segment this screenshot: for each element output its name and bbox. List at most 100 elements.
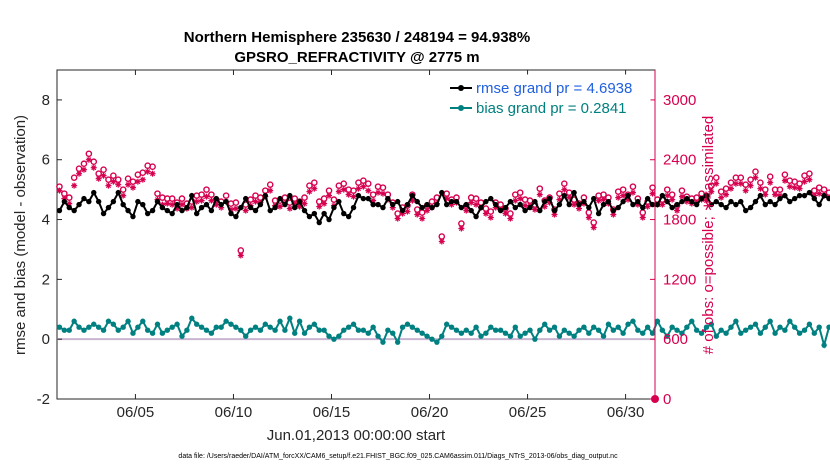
asterisk-stroke (233, 206, 239, 212)
bias-point (669, 324, 675, 330)
bias-point (443, 321, 450, 327)
obs-possible-point (124, 175, 132, 182)
bias-point (635, 327, 641, 333)
bias-point (600, 333, 607, 339)
bias-point (164, 327, 170, 333)
obs-assimilated-point (517, 195, 524, 202)
rmse-point (233, 213, 239, 220)
rmse-point (586, 204, 592, 211)
rmse-point (752, 198, 759, 205)
bias-point (243, 333, 249, 339)
bias-point (311, 321, 318, 327)
obs-assimilated-point (277, 203, 284, 210)
bias-point (233, 324, 239, 330)
asterisk-stroke (664, 193, 670, 199)
obs-assimilated-point (85, 156, 92, 163)
bias-point (723, 330, 729, 336)
bias-point (576, 327, 582, 333)
bias-point (174, 321, 180, 327)
rmse-point (292, 204, 298, 211)
obs-assimilated-point (129, 184, 136, 191)
obs-possible-point (232, 199, 240, 206)
bias-point (728, 324, 734, 330)
asterisk-stroke (566, 195, 572, 201)
bias-point (110, 321, 117, 327)
rmse-point (782, 192, 788, 199)
obs-assimilated-point (786, 183, 793, 190)
asterisk-stroke (762, 192, 768, 198)
bias-point (507, 333, 514, 339)
obs-possible-point (222, 192, 230, 199)
bias-point (581, 324, 587, 330)
x-tick-label: 06/15 (313, 404, 351, 421)
asterisk-stroke (169, 202, 175, 208)
rmse-point (370, 201, 376, 208)
y-left-tick-label: 2 (42, 271, 50, 288)
obs-possible-point (350, 187, 357, 194)
rmse-point (375, 201, 381, 208)
rmse-point (91, 189, 97, 196)
bias-point (385, 327, 391, 333)
rmse-point (600, 201, 607, 208)
x-tick-label: 06/30 (607, 404, 645, 421)
asterisk-stroke (782, 178, 788, 184)
asterisk-stroke (81, 167, 87, 173)
bias-point (345, 324, 352, 330)
asterisk-stroke (473, 202, 479, 208)
asterisk-stroke (787, 184, 793, 190)
obs-possible-point (776, 186, 784, 193)
bias-point (733, 318, 739, 324)
bias-point (762, 324, 768, 330)
bias-point (811, 330, 818, 336)
obs-assimilated-point (139, 176, 146, 183)
bias-point (767, 318, 773, 324)
rmse-point (360, 195, 367, 202)
asterisk-stroke (326, 193, 332, 199)
bias-point (321, 327, 327, 333)
rmse-point (429, 204, 435, 211)
rmse-point (777, 195, 783, 202)
bias-point (154, 321, 161, 327)
obs-assimilated-point (737, 180, 744, 187)
obs-assimilated-point (507, 215, 514, 222)
asterisk-stroke (669, 197, 675, 203)
asterisk-stroke (150, 171, 156, 177)
bias-point (738, 330, 744, 336)
bias-point (365, 330, 371, 336)
asterisk-stroke (56, 188, 62, 194)
obs-assimilated-point (600, 196, 607, 203)
obs-possible-point (364, 180, 372, 187)
y-left-tick-label: -2 (37, 391, 50, 408)
obs-possible-point (766, 173, 774, 180)
obs-possible-point (781, 171, 789, 178)
y-axis-right-label: # of obs: o=possible; ∗=assimilated (700, 116, 717, 355)
asterisk-stroke (414, 212, 420, 218)
bias-point (708, 321, 715, 327)
obs-assimilated-point (752, 174, 759, 181)
rmse-point (208, 207, 215, 214)
rmse-point (135, 198, 141, 205)
rmse-point (497, 207, 504, 214)
obs-assimilated-point (237, 252, 244, 259)
obs-assimilated-point (144, 168, 151, 175)
bias-point (448, 324, 455, 330)
asterisk-stroke (189, 205, 195, 211)
bias-point (301, 330, 308, 336)
obs-possible-point (752, 168, 759, 175)
obs-possible-point (487, 208, 495, 215)
obs-possible-point (198, 191, 205, 198)
obs-assimilated-point (620, 192, 627, 199)
asterisk-stroke (311, 186, 317, 192)
asterisk-stroke (713, 181, 719, 187)
obs-assimilated-point (571, 201, 578, 208)
asterisk-stroke (571, 202, 577, 208)
obs-possible-point (556, 190, 563, 197)
rmse-point (409, 192, 416, 199)
bias-point (419, 330, 425, 336)
bias-point (414, 327, 420, 333)
rmse-point (365, 195, 371, 202)
asterisk-stroke (728, 186, 734, 192)
data-file-footer: data file: /Users/raeder/DAI/ATM_forcXX/… (178, 453, 618, 460)
asterisk-stroke (468, 200, 474, 206)
asterisk-stroke (743, 188, 749, 194)
